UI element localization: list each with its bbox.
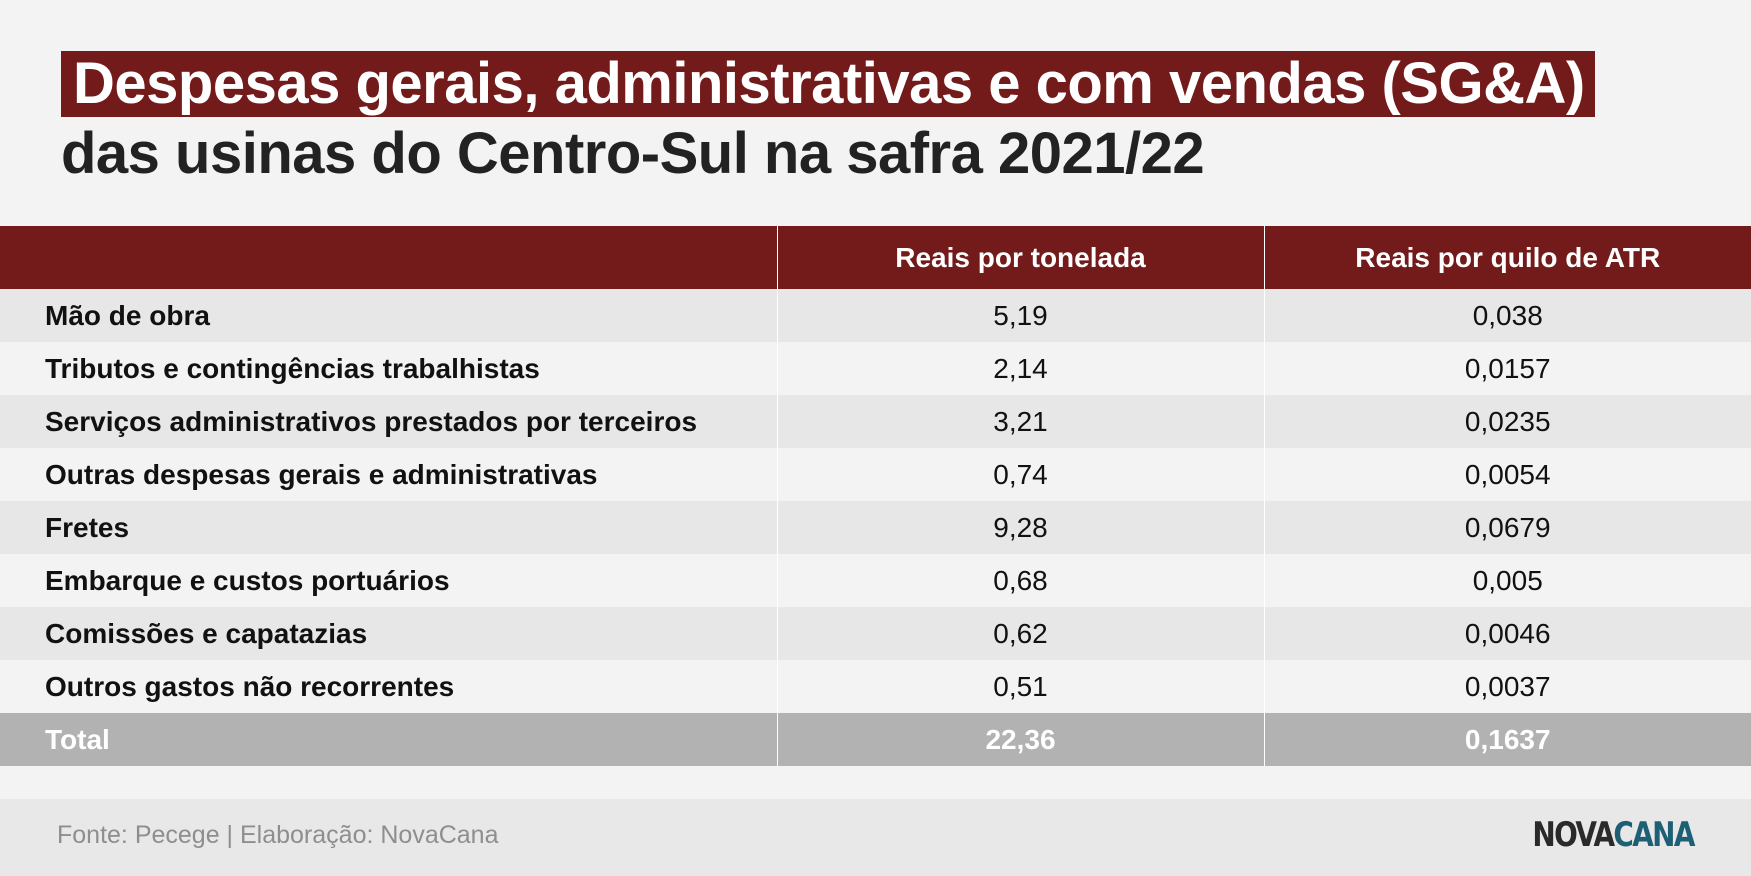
table-row: Fretes 9,28 0,0679 (0, 501, 1751, 554)
source-note: Fonte: Pecege | Elaboração: NovaCana (57, 821, 499, 849)
data-table: Reais por tonelada Reais por quilo de AT… (0, 226, 1751, 766)
table-row: Outros gastos não recorrentes 0,51 0,0037 (0, 660, 1751, 713)
row-value-per-ton: 5,19 (776, 289, 1264, 342)
row-value-per-kg-atr: 0,0037 (1263, 660, 1751, 713)
row-value-per-ton: 0,68 (776, 554, 1264, 607)
row-value-per-ton: 0,51 (776, 660, 1264, 713)
row-value-per-kg-atr: 0,0235 (1263, 395, 1751, 448)
table-row: Tributos e contingências trabalhistas 2,1… (0, 342, 1751, 395)
total-label: Total (0, 713, 777, 766)
logo-text-cana: CANA (1613, 815, 1696, 855)
row-value-per-ton: 9,28 (776, 501, 1264, 554)
row-label: Serviços administrativos prestados por t… (0, 395, 777, 448)
chart-title: Despesas gerais, administrativas e com v… (61, 51, 1595, 117)
row-label: Outros gastos não recorrentes (0, 660, 777, 713)
row-value-per-ton: 2,14 (776, 342, 1264, 395)
row-value-per-kg-atr: 0,0046 (1263, 607, 1751, 660)
row-label: Comissões e capatazias (0, 607, 777, 660)
row-value-per-kg-atr: 0,0054 (1263, 448, 1751, 501)
total-per-ton: 22,36 (776, 713, 1264, 766)
table-row: Comissões e capatazias 0,62 0,0046 (0, 607, 1751, 660)
total-row: Total 22,36 0,1637 (0, 713, 1751, 766)
header-per-ton: Reais por tonelada (776, 226, 1264, 289)
row-label: Fretes (0, 501, 777, 554)
table-row: Mão de obra 5,19 0,038 (0, 289, 1751, 342)
footer: Fonte: Pecege | Elaboração: NovaCana NOV… (0, 799, 1751, 876)
row-label: Mão de obra (0, 289, 777, 342)
logo-text-nova: NOVA (1532, 815, 1616, 855)
row-label: Embarque e custos portuários (0, 554, 777, 607)
row-label: Outras despesas gerais e administrativas (0, 448, 777, 501)
novacana-logo: NOVACANA (1532, 815, 1696, 855)
total-per-kg-atr: 0,1637 (1263, 713, 1751, 766)
table-row: Serviços administrativos prestados por t… (0, 395, 1751, 448)
row-value-per-kg-atr: 0,038 (1263, 289, 1751, 342)
table-row: Embarque e custos portuários 0,68 0,005 (0, 554, 1751, 607)
chart-subtitle: das usinas do Centro-Sul na safra 2021/2… (61, 121, 1205, 186)
header-label-cell (0, 226, 777, 289)
table-body: Mão de obra 5,19 0,038 Tributos e contingên… (0, 289, 1751, 766)
table-header-row: Reais por tonelada Reais por quilo de AT… (0, 226, 1751, 289)
table-row: Outras despesas gerais e administrativas… (0, 448, 1751, 501)
row-value-per-ton: 0,74 (776, 448, 1264, 501)
row-value-per-kg-atr: 0,0157 (1263, 342, 1751, 395)
row-value-per-kg-atr: 0,005 (1263, 554, 1751, 607)
header-per-kg-atr: Reais por quilo de ATR (1263, 226, 1751, 289)
row-label: Tributos e contingências trabalhistas (0, 342, 777, 395)
title-block: Despesas gerais, administrativas e com v… (61, 51, 1595, 187)
row-value-per-ton: 3,21 (776, 395, 1264, 448)
row-value-per-ton: 0,62 (776, 607, 1264, 660)
row-value-per-kg-atr: 0,0679 (1263, 501, 1751, 554)
